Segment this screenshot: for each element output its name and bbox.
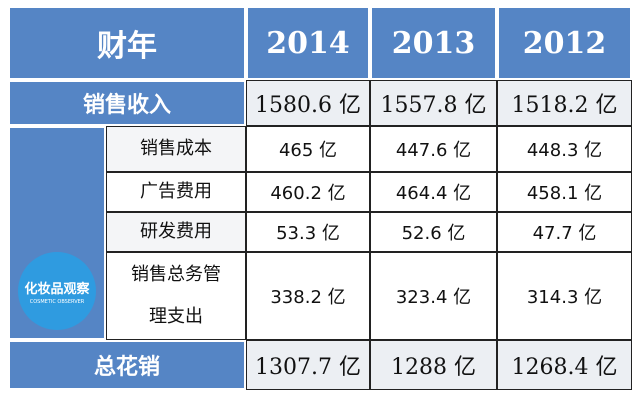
- value-cell: 1580.6 亿: [246, 80, 370, 126]
- header-year: 2013: [370, 6, 497, 80]
- value-cell: 447.6 亿: [370, 126, 497, 172]
- value-cell: 464.4 亿: [370, 172, 497, 212]
- value-cell: 323.4 亿: [370, 252, 497, 340]
- row-label: 研发费用: [106, 212, 246, 252]
- value-cell: 1518.2 亿: [497, 80, 632, 126]
- value-cell: 314.3 亿: [497, 252, 632, 340]
- value-cell: 1268.4 亿: [497, 340, 632, 390]
- logo: 化妆品观察 COSMETIC OBSERVER: [18, 252, 96, 330]
- value-cell: 458.1 亿: [497, 172, 632, 212]
- row-label: 总花销: [8, 340, 246, 390]
- value-cell: 1557.8 亿: [370, 80, 497, 126]
- header-year: 2014: [246, 6, 370, 80]
- row-label: 销售成本: [106, 126, 246, 172]
- header-label: 财年: [8, 6, 246, 80]
- row-label: 销售总务管理支出: [106, 252, 246, 340]
- row-label: 销售收入: [8, 80, 246, 126]
- value-cell: 460.2 亿: [246, 172, 370, 212]
- row-label: 广告费用: [106, 172, 246, 212]
- logo-subtitle: COSMETIC OBSERVER: [29, 298, 85, 305]
- value-cell: 1288 亿: [370, 340, 497, 390]
- value-cell: 448.3 亿: [497, 126, 632, 172]
- logo-title: 化妆品观察: [24, 281, 90, 297]
- value-cell: 52.6 亿: [370, 212, 497, 252]
- value-cell: 53.3 亿: [246, 212, 370, 252]
- value-cell: 1307.7 亿: [246, 340, 370, 390]
- value-cell: 47.7 亿: [497, 212, 632, 252]
- value-cell: 338.2 亿: [246, 252, 370, 340]
- header-year: 2012: [497, 6, 632, 80]
- value-cell: 465 亿: [246, 126, 370, 172]
